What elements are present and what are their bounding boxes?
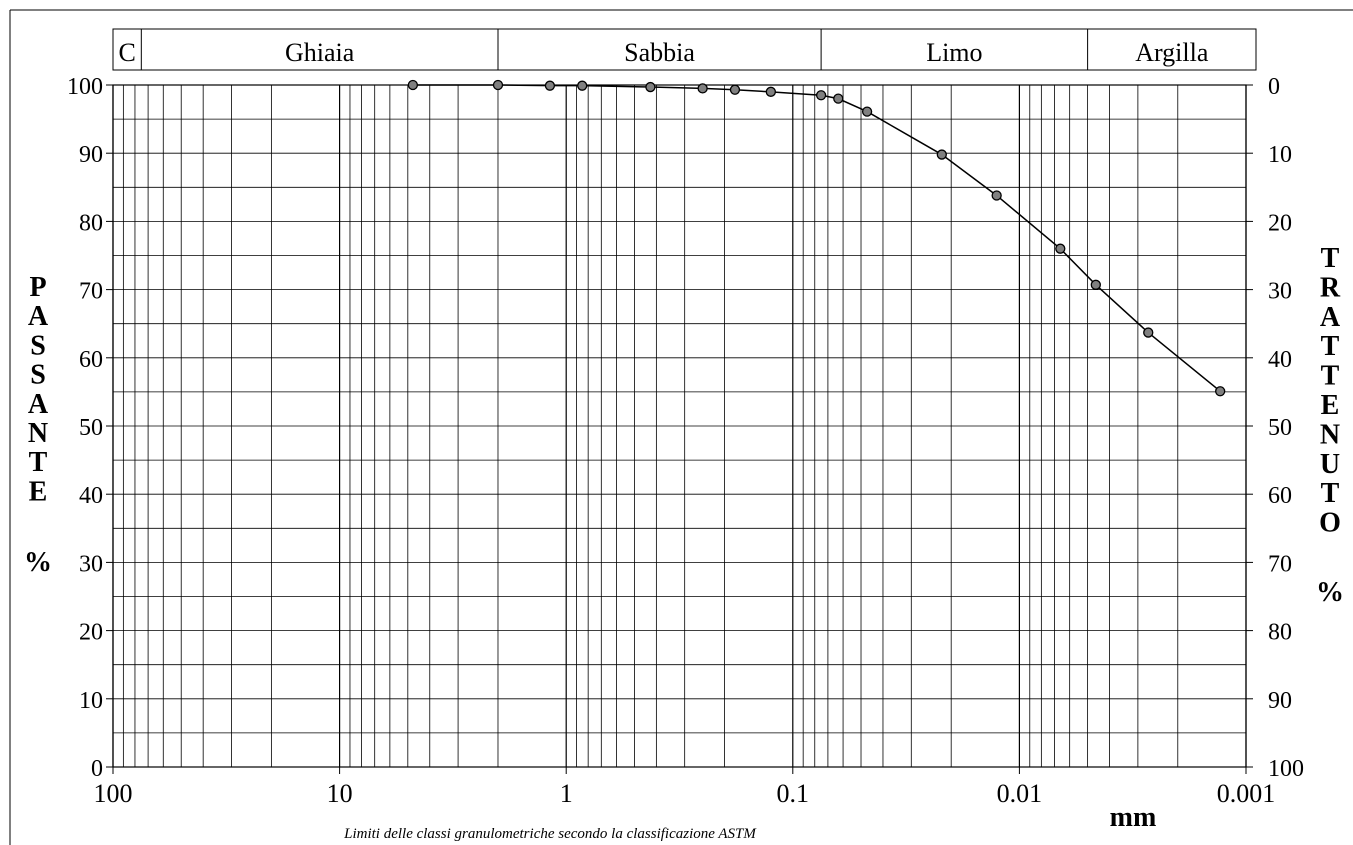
y2-tick-label: 40: [1268, 347, 1292, 373]
y2-tick-label: 70: [1268, 551, 1292, 577]
y2-tick-label: 10: [1268, 142, 1292, 168]
ylabel-letter: A: [28, 389, 49, 420]
data-point: [645, 81, 656, 93]
class-label-ghiaia: Ghiaia: [285, 38, 355, 67]
data-point: [861, 106, 873, 117]
ylabel-letter: N: [28, 418, 48, 449]
ylabel-unit: %: [24, 547, 52, 578]
y-tick-label: 100: [67, 74, 103, 100]
y-tick-label: 90: [79, 142, 103, 168]
y-tick-label: 80: [79, 210, 103, 236]
class-bar-frame: [112, 28, 1257, 71]
ylabel-letter: A: [28, 301, 49, 332]
x-tick-label: 0.01: [997, 779, 1043, 808]
data-point: [833, 93, 844, 104]
footnote: Limiti delle classi granulometriche seco…: [343, 826, 757, 842]
ylabel-letter: S: [30, 330, 46, 361]
data-point: [936, 149, 947, 160]
data-point: [765, 86, 776, 97]
y2label-letter: T: [1321, 243, 1340, 274]
x-axis-label: mm: [1110, 802, 1157, 833]
y2-tick-label: 0: [1268, 74, 1280, 100]
y2-tick-label: 90: [1268, 688, 1292, 714]
data-point: [544, 80, 556, 91]
x-tick-label: 10: [327, 779, 353, 808]
y2-tick-label: 30: [1268, 279, 1292, 305]
x-tick-label: 100: [94, 779, 133, 808]
ylabel-letter: T: [29, 447, 48, 478]
y-tick-label: 10: [79, 688, 103, 714]
data-point: [407, 79, 419, 91]
x-tick-label: 0.001: [1217, 779, 1276, 808]
y2label-letter: O: [1319, 508, 1341, 539]
class-label-limo: Limo: [926, 38, 982, 67]
data-point: [697, 83, 708, 94]
data-point: [1143, 327, 1154, 338]
y2label-unit: %: [1316, 577, 1344, 608]
y2label-letter: N: [1320, 419, 1340, 450]
y2-tick-label: 100: [1268, 756, 1304, 782]
data-point: [729, 84, 741, 95]
y2label-letter: R: [1320, 272, 1341, 303]
y2label-letter: T: [1321, 478, 1340, 509]
y2-tick-label: 50: [1268, 415, 1292, 441]
y2label-letter: T: [1321, 361, 1340, 392]
data-point: [577, 80, 588, 91]
class-label-argilla: Argilla: [1135, 38, 1209, 67]
grid: [9, 9, 1353, 845]
y2label-letter: U: [1320, 449, 1340, 480]
y-tick-label: 60: [79, 347, 103, 373]
ylabel-letter: E: [29, 476, 48, 507]
y2-tick-label: 60: [1268, 483, 1292, 509]
y-tick-label: 20: [79, 620, 103, 646]
data-point: [492, 79, 504, 91]
series-line: [412, 84, 1221, 392]
x-tick-label: 0.1: [777, 779, 810, 808]
data-series: [407, 79, 1226, 397]
y-tick-label: 0: [91, 756, 103, 782]
y-tick-label: 30: [79, 551, 103, 577]
data-point: [1055, 243, 1066, 254]
ylabel-letter: P: [29, 272, 46, 303]
y2label-letter: E: [1321, 390, 1340, 421]
class-bar: C Ghiaia Sabbia Limo Argilla: [112, 28, 1257, 71]
y-tick-label: 40: [79, 483, 103, 509]
x-tick-label: 1: [560, 779, 573, 808]
y-tick-label: 70: [79, 279, 103, 305]
y2label-letter: T: [1321, 331, 1340, 362]
data-point: [1215, 386, 1226, 397]
data-point: [1090, 279, 1101, 290]
y2-tick-label: 80: [1268, 620, 1292, 646]
y2-tick-label: 20: [1268, 210, 1292, 236]
y-tick-label: 50: [79, 415, 103, 441]
data-point: [991, 190, 1002, 201]
ylabel-letter: S: [30, 360, 46, 391]
class-label-c: C: [118, 38, 135, 67]
class-label-sabbia: Sabbia: [624, 38, 695, 67]
y2label-letter: A: [1320, 302, 1341, 333]
data-point: [815, 90, 827, 101]
